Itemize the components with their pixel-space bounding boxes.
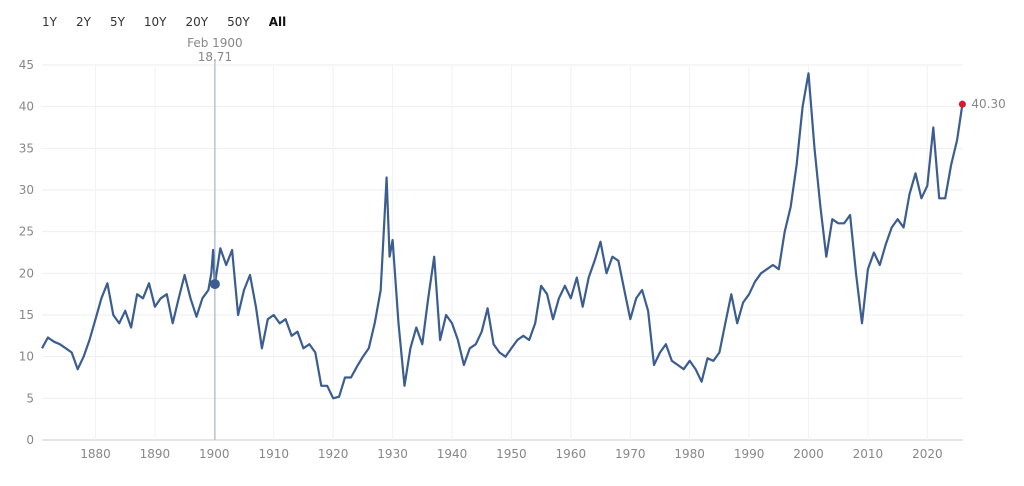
range-button[interactable]: 10Y bbox=[144, 15, 167, 29]
x-tick-label: 2000 bbox=[793, 447, 824, 461]
x-tick-label: 1900 bbox=[199, 447, 230, 461]
range-button[interactable]: 50Y bbox=[227, 15, 250, 29]
x-tick-label: 1880 bbox=[80, 447, 111, 461]
x-tick-label: 1950 bbox=[496, 447, 527, 461]
x-tick-label: 1890 bbox=[140, 447, 171, 461]
x-tick-label: 1980 bbox=[674, 447, 705, 461]
y-tick-label: 15 bbox=[19, 308, 34, 322]
y-tick-label: 25 bbox=[19, 225, 34, 239]
tooltip-date: Feb 1900 bbox=[187, 36, 243, 50]
tooltip-value: 18.71 bbox=[198, 50, 232, 64]
y-tick-label: 45 bbox=[19, 58, 34, 72]
x-tick-label: 1960 bbox=[556, 447, 587, 461]
range-button[interactable]: 2Y bbox=[76, 15, 92, 29]
x-tick-label: 1940 bbox=[437, 447, 468, 461]
last-point bbox=[958, 100, 966, 108]
y-tick-label: 10 bbox=[19, 350, 34, 364]
y-tick-label: 30 bbox=[19, 183, 34, 197]
highlight-point bbox=[209, 279, 220, 290]
line bbox=[41, 72, 964, 400]
range-button[interactable]: All bbox=[269, 15, 287, 29]
x-tick-label: 1990 bbox=[734, 447, 765, 461]
range-button[interactable]: 20Y bbox=[186, 15, 209, 29]
range-button[interactable]: 5Y bbox=[110, 15, 126, 29]
x-tick-label: 1930 bbox=[377, 447, 408, 461]
x-tick-label: 1970 bbox=[615, 447, 646, 461]
x-tick-label: 1910 bbox=[258, 447, 289, 461]
y-tick-label: 35 bbox=[19, 141, 34, 155]
range-button[interactable]: 1Y bbox=[42, 15, 58, 29]
y-tick-label: 0 bbox=[26, 433, 34, 447]
last-label: 40.30 bbox=[971, 97, 1005, 111]
y-tick-label: 20 bbox=[19, 266, 34, 280]
x-tick-label: 1920 bbox=[318, 447, 349, 461]
x-tick-label: 2010 bbox=[853, 447, 884, 461]
y-tick-label: 5 bbox=[26, 391, 34, 405]
y-tick-label: 40 bbox=[19, 100, 34, 114]
x-tick-label: 2020 bbox=[912, 447, 943, 461]
